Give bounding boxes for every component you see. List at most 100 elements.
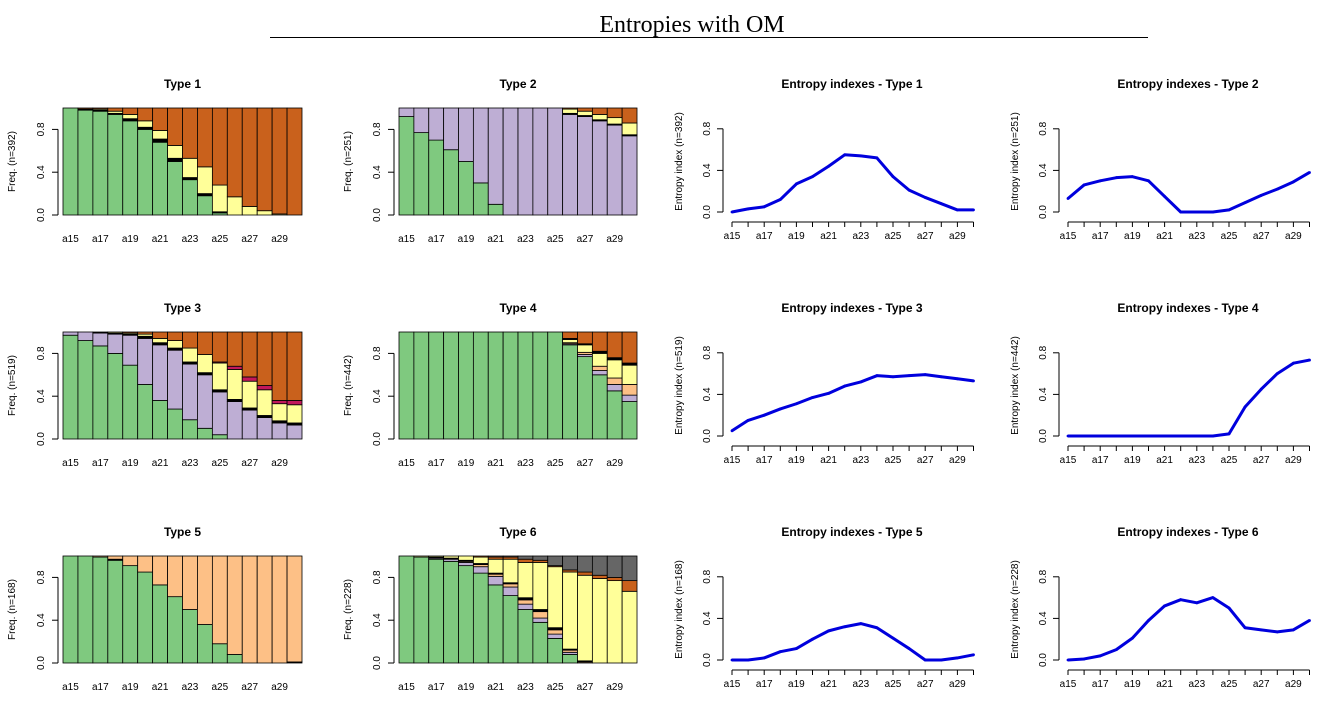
chart-11-point-13: [923, 658, 927, 662]
chart-2-xtick-label-8: a29: [606, 234, 623, 245]
chart-2-bar-6-seg-2: [472, 107, 489, 184]
chart-6-bar-2-seg-1: [413, 331, 430, 440]
chart-9-bar-12-seg-1: [226, 654, 243, 664]
chart-3-ytick-label-2: 0.4: [702, 163, 713, 177]
chart-5-bar-9-seg-1: [182, 419, 198, 440]
chart-6-xtick-label-2: a17: [428, 458, 445, 469]
chart-6-bar-9-seg-1: [517, 331, 534, 440]
chart-2-bar-1-seg-2: [398, 107, 415, 117]
chart-1-bar-7-seg-1: [152, 141, 168, 216]
chart-1-bar-4-seg-4: [107, 107, 124, 112]
chart-6-ytick-label-1: 0.0: [372, 432, 383, 446]
chart-8-point-6: [1147, 434, 1150, 438]
chart-1-bar-7-seg-3: [152, 130, 168, 140]
chart-1-bar-8-seg-3: [167, 145, 183, 159]
chart-10-ytick-label-1: 0.0: [372, 656, 383, 670]
chart-10-bar-8-seg-3: [502, 583, 519, 588]
chart-8-xtick-label-6: a25: [1221, 455, 1238, 466]
chart-10-bar-13-seg-5: [577, 574, 593, 662]
chart-10-bar-11-seg-5: [547, 566, 564, 629]
chart-11-point-1: [730, 658, 734, 662]
chart-2-bar-7-seg-2: [487, 107, 504, 205]
chart-3-point-5: [795, 182, 798, 186]
chart-6-bar-15-seg-3: [606, 377, 623, 385]
chart-7-xtick-label-7: a27: [917, 455, 934, 466]
chart-2-bar-15-seg-2: [606, 124, 623, 216]
chart-10-bar-2-seg-5: [413, 555, 430, 558]
chart-5-bar-14-seg-4: [256, 389, 273, 416]
chart-3-xtick-label-1: a15: [724, 231, 741, 242]
chart-12-point-15: [1292, 628, 1295, 632]
chart-5-xtick-label-1: a15: [62, 458, 79, 469]
chart-2-title: Type 2: [499, 77, 536, 91]
chart-5-bar-7-seg-1: [152, 400, 168, 440]
chart-2-bar-4-seg-2: [443, 107, 459, 151]
chart-5-bar-4-seg-2: [107, 333, 124, 354]
chart-2-bar-11-seg-2: [547, 107, 564, 216]
chart-9-bar-15-seg-3: [271, 555, 288, 664]
chart-6-xtick-label-7: a27: [577, 458, 594, 469]
chart-5-bar-8-seg-4: [167, 340, 183, 349]
chart-11-xtick-label-8: a29: [949, 679, 966, 690]
chart-5-bar-7-seg-6: [152, 331, 168, 339]
chart-10-bar-11-seg-3: [547, 629, 564, 635]
chart-12-ytick-label-3: 0.8: [1038, 569, 1049, 583]
chart-3-xtick-label-2: a17: [756, 231, 773, 242]
chart-10-bar-16-seg-6: [621, 580, 638, 592]
chart-7-ytick-label-3: 0.8: [702, 345, 713, 359]
chart-10-bar-12-seg-5: [562, 571, 578, 650]
chart-7-point-13: [923, 373, 927, 377]
chart-1-bar-7-seg-4: [152, 107, 168, 131]
chart-10-bar-7-seg-2: [487, 575, 504, 586]
chart-5-bar-3-seg-3: [92, 331, 109, 334]
chart-5-bar-11-seg-4: [211, 362, 228, 391]
chart-2-bar-5-seg-2: [458, 107, 474, 162]
chart-12-point-1: [1066, 658, 1070, 662]
chart-5-xtick-label-3: a19: [122, 458, 139, 469]
chart-7-xtick-label-4: a21: [820, 455, 837, 466]
chart-9-bar-7-seg-1: [152, 584, 168, 664]
chart-3-point-15: [956, 208, 959, 212]
chart-11-point-5: [795, 647, 798, 650]
chart-4-ytick-label-1: 0.0: [1038, 205, 1049, 219]
chart-2-bar-2-seg-2: [413, 107, 430, 134]
chart-6-xtick-label-8: a29: [606, 458, 623, 469]
chart-1-xtick-label-2: a17: [92, 234, 109, 245]
chart-2-bar-16-seg-2: [621, 135, 638, 216]
chart-2-bar-14-seg-2: [591, 120, 608, 216]
chart-1-xtick-label-8: a29: [271, 234, 288, 245]
chart-6-bar-5-seg-1: [458, 331, 474, 440]
chart-1-bar-11-seg-3: [211, 184, 228, 213]
chart-12-point-12: [1243, 626, 1247, 630]
chart-9-bar-5-seg-1: [122, 565, 139, 664]
chart-3-point-16: [972, 208, 975, 212]
chart-3-plot-area: [723, 108, 981, 215]
chart-9-bar-2-seg-1: [77, 555, 94, 664]
chart-7-xtick-label-1: a15: [724, 455, 741, 466]
chart-4-xtick-label-7: a27: [1253, 231, 1270, 242]
chart-10-bar-10-seg-5: [532, 562, 549, 610]
chart-4-title: Entropy indexes - Type 2: [1117, 77, 1258, 91]
chart-8-point-12: [1243, 405, 1247, 409]
chart-2-bar-14-seg-4: [591, 114, 608, 121]
chart-2-bar-10-seg-2: [532, 107, 549, 216]
chart-1-ytick-label-3: 0.8: [36, 122, 47, 136]
chart-5-bar-13-seg-2: [241, 409, 258, 440]
chart-3-point-4: [778, 198, 782, 201]
chart-1-bar-14-seg-3: [256, 210, 273, 216]
chart-7-xtick-label-8: a29: [949, 455, 966, 466]
chart-1-bar-2-seg-4: [77, 107, 94, 110]
chart-12-point-6: [1147, 619, 1150, 622]
chart-9-bar-13-seg-3: [241, 555, 258, 664]
chart-10-xtick-label-5: a23: [517, 682, 534, 693]
chart-8-ylabel: Entropy index (n=442): [1010, 336, 1021, 435]
chart-10-bar-11-seg-1: [547, 637, 564, 664]
chart-2-bar-3-seg-2: [428, 107, 445, 141]
chart-7-point-12: [907, 374, 911, 378]
chart-3-xtick-label-3: a19: [788, 231, 805, 242]
chart-5-bar-13-seg-5: [241, 376, 258, 382]
chart-3-point-12: [907, 188, 911, 192]
chart-9-xtick-label-6: a25: [211, 682, 228, 693]
chart-3-point-2: [746, 207, 750, 211]
chart-8-xtick-label-5: a23: [1188, 455, 1205, 466]
